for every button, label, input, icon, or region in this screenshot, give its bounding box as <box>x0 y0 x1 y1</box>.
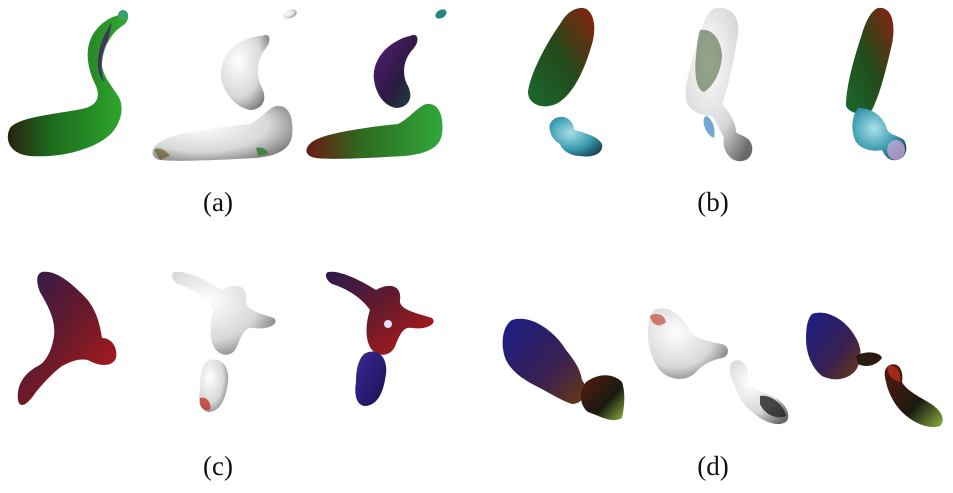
panel-c-shape-1 <box>17 271 117 406</box>
panel-a-caption: (a) <box>203 187 233 217</box>
panel-c-shape-2 <box>171 271 276 412</box>
panel-b: (b) <box>528 7 907 217</box>
panel-b-shape-2 <box>685 7 753 162</box>
panel-c-shape-3 <box>325 271 434 406</box>
panel-d-shape-3 <box>806 312 943 428</box>
panel-a-shape-2 <box>152 9 297 161</box>
panel-c: (c) <box>17 271 434 481</box>
panel-d-caption: (d) <box>697 451 728 481</box>
panel-d-shape-2 <box>648 308 789 425</box>
panel-a-shape-1 <box>7 10 129 157</box>
panel-c-caption: (c) <box>203 451 233 481</box>
panel-b-caption: (b) <box>697 187 728 217</box>
panel-b-shape-3 <box>846 7 907 161</box>
panel-d: (d) <box>502 308 943 481</box>
panel-b-shape-1 <box>528 7 603 157</box>
panel-a: (a) <box>7 9 447 217</box>
panel-d-shape-1 <box>502 318 625 421</box>
panel-a-shape-3 <box>306 9 447 159</box>
